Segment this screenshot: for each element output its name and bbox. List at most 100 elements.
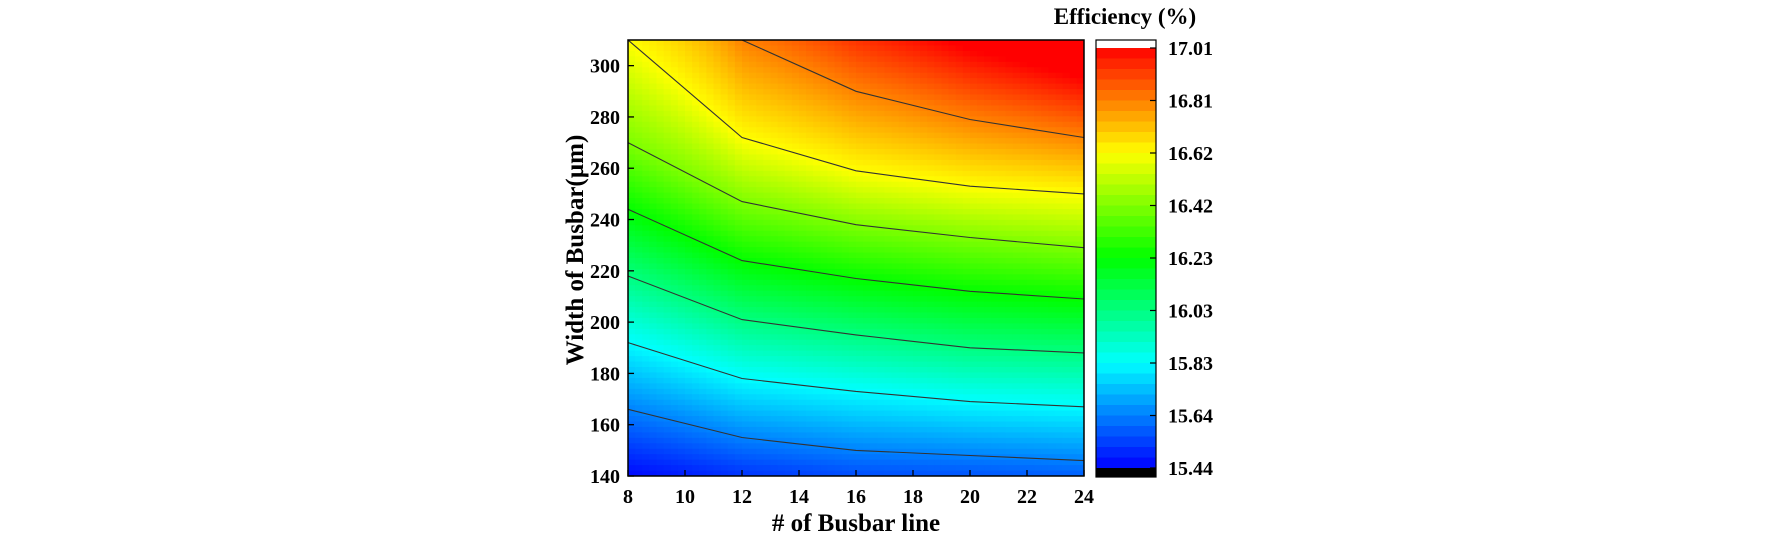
contour-cell (1019, 459, 1028, 466)
contour-cell (1062, 448, 1071, 455)
contour-cell (984, 40, 992, 47)
contour-cell (998, 301, 1007, 308)
contour-cell (799, 323, 807, 330)
contour-cell (934, 105, 943, 112)
contour-cell (834, 285, 843, 292)
contour-cell (905, 149, 914, 156)
contour-cell (1048, 437, 1057, 444)
contour-cell (898, 274, 907, 281)
contour-cell (1019, 388, 1028, 395)
contour-cell (1069, 83, 1078, 90)
contour-cell (720, 399, 729, 406)
contour-cell (863, 285, 871, 292)
contour-cell (677, 274, 686, 281)
contour-cell (770, 154, 779, 161)
contour-cell (863, 176, 871, 183)
contour-cell (791, 127, 800, 134)
contour-cell (984, 149, 992, 156)
contour-cell (1005, 350, 1014, 357)
contour-cell (934, 399, 943, 406)
contour-cell (884, 187, 893, 194)
contour-cell (749, 383, 757, 390)
contour-cell (870, 138, 878, 145)
contour-cell (1041, 443, 1049, 450)
contour-cell (663, 394, 672, 401)
contour-cell (905, 470, 914, 476)
contour-cell (920, 208, 928, 215)
contour-cell (884, 367, 893, 374)
contour-cell (1019, 312, 1028, 319)
contour-cell (962, 132, 971, 139)
contour-cell (734, 198, 743, 205)
contour-cell (891, 225, 900, 232)
contour-cell (656, 334, 665, 341)
contour-cell (991, 345, 1000, 352)
contour-cell (770, 470, 779, 476)
contour-cell (699, 219, 707, 226)
contour-cell (649, 454, 658, 461)
contour-cell (806, 263, 814, 270)
contour-cell (799, 416, 807, 423)
contour-cell (891, 394, 900, 401)
contour-cell (656, 388, 665, 395)
contour-cell (1041, 361, 1049, 368)
contour-cell (977, 361, 985, 368)
contour-cell (827, 159, 836, 166)
contour-cell (877, 394, 886, 401)
contour-cell (742, 296, 750, 303)
contour-cell (927, 301, 935, 308)
contour-cell (948, 198, 957, 205)
contour-cell (656, 110, 665, 117)
contour-cell (777, 127, 786, 134)
contour-cell (713, 361, 722, 368)
contour-cell (813, 67, 821, 74)
contour-cell (955, 94, 964, 101)
contour-cell (720, 416, 729, 423)
contour-cell (663, 410, 672, 417)
contour-cell (934, 252, 943, 259)
contour-cell (763, 132, 772, 139)
contour-cell (1027, 198, 1035, 205)
contour-cell (1041, 345, 1049, 352)
contour-cell (713, 410, 722, 417)
contour-cell (991, 154, 1000, 161)
contour-cell (734, 285, 743, 292)
contour-cell (820, 317, 829, 324)
contour-cell (756, 448, 764, 455)
contour-cell (734, 230, 743, 237)
contour-cell (692, 367, 700, 374)
contour-cell (991, 258, 1000, 265)
contour-cell (834, 132, 843, 139)
contour-cell (1034, 399, 1042, 406)
contour-cell (692, 99, 700, 106)
contour-cell (813, 83, 821, 90)
contour-cell (905, 236, 914, 243)
contour-cell (1005, 263, 1014, 270)
contour-cell (991, 110, 1000, 117)
contour-cell (791, 214, 800, 221)
contour-cell (777, 192, 786, 199)
contour-cell (827, 312, 836, 319)
contour-cell (834, 296, 843, 303)
contour-cell (763, 459, 772, 466)
contour-cell (877, 263, 886, 270)
contour-cell (884, 339, 893, 346)
contour-cell (799, 154, 807, 161)
contour-cell (934, 465, 943, 472)
contour-cell (941, 154, 950, 161)
contour-cell (1012, 296, 1021, 303)
contour-cell (948, 181, 957, 188)
contour-cell (841, 279, 850, 286)
contour-cell (977, 72, 985, 79)
contour-cell (763, 361, 772, 368)
contour-cell (934, 345, 943, 352)
contour-cell (677, 301, 686, 308)
contour-cell (791, 290, 800, 297)
contour-cell (799, 61, 807, 68)
contour-cell (827, 301, 836, 308)
contour-cell (948, 236, 957, 243)
contour-cell (934, 328, 943, 335)
contour-cell (784, 176, 793, 183)
contour-cell (628, 187, 636, 194)
contour-cell (955, 159, 964, 166)
